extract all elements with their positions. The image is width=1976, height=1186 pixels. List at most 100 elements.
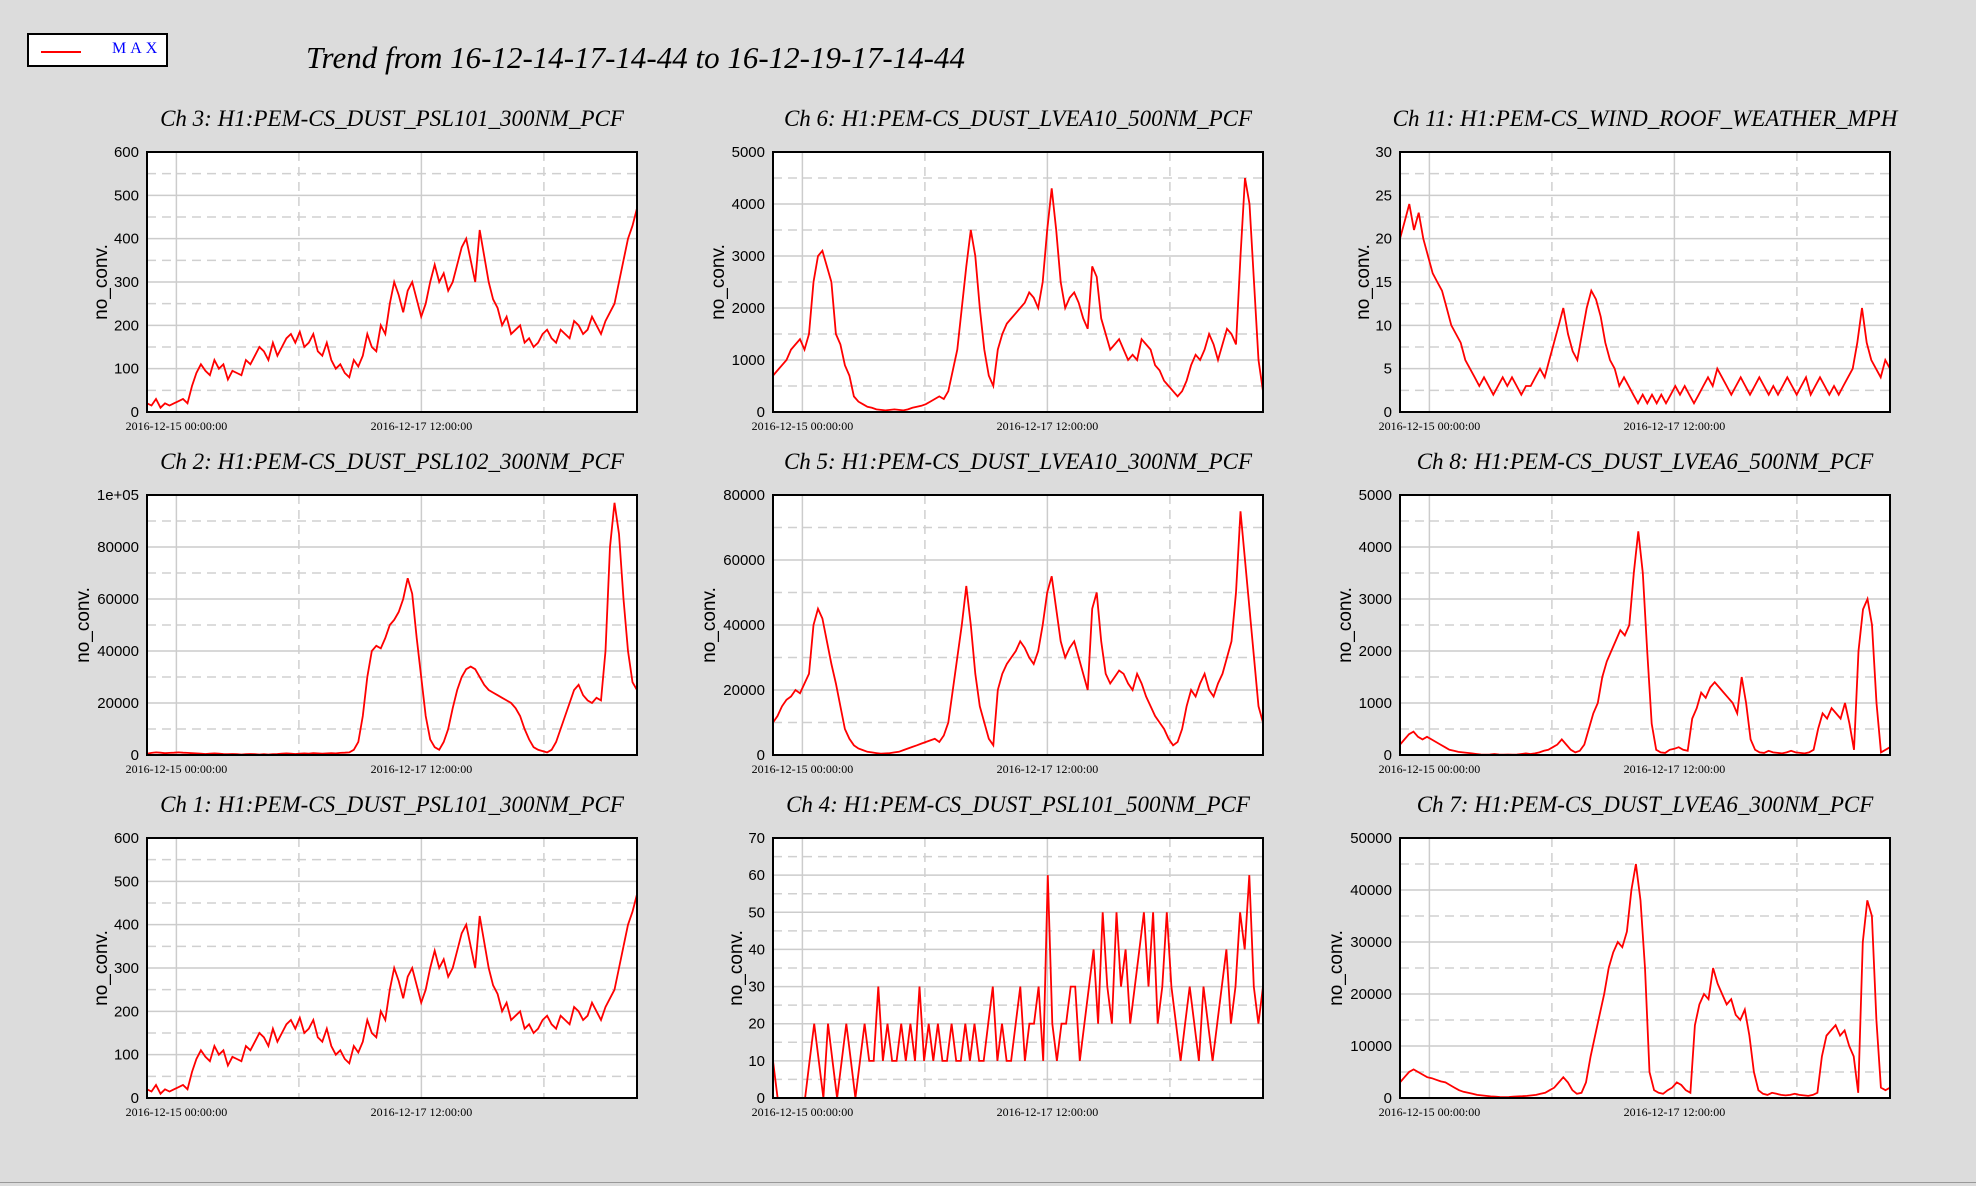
x-tick-label: 2016-12-15 00:00:00	[126, 1105, 228, 1119]
y-tick-label: 40000	[97, 643, 139, 660]
y-tick-label: 0	[131, 1090, 139, 1107]
chart-panel: 0 10000 20000 30000 40000 50000 2016-12-15 00:…	[1350, 830, 1891, 1119]
y-tick-label: 0	[131, 404, 139, 421]
legend-label: MAX	[112, 40, 162, 57]
x-tick-label: 2016-12-17 12:00:00	[371, 1105, 473, 1119]
y-tick-label: 1000	[732, 352, 765, 369]
y-tick-label: 300	[114, 960, 139, 977]
chart-panel: 0 20000 40000 60000 80000 1e+05 2016-12-15 00:…	[97, 487, 638, 776]
plot-frame	[1399, 837, 1891, 1099]
x-tick-label: 2016-12-17 12:00:00	[371, 762, 473, 776]
chart-panel: 0 5 10 15 20 25 30 2016-12-15 00:00:00 2016-12-1…	[1375, 144, 1891, 433]
chart-title: Ch 5: H1:PEM-CS_DUST_LVEA10_300NM_PCF	[783, 449, 1253, 474]
y-tick-label: 20000	[723, 682, 765, 699]
series-line	[146, 894, 638, 1096]
y-tick-label: 10	[748, 1053, 765, 1070]
chart-title: Ch 11: H1:PEM-CS_WIND_ROOF_WEATHER_MPH	[1392, 106, 1898, 131]
y-tick-label: 70	[748, 830, 765, 847]
y-tick-label: 1e+05	[97, 487, 139, 504]
series-line	[1399, 863, 1891, 1099]
y-tick-label: 60	[748, 867, 765, 884]
y-tick-label: 50000	[1350, 830, 1392, 847]
legend-swatch	[41, 51, 81, 53]
y-tick-label: 2000	[732, 300, 765, 317]
y-tick-label: 0	[1384, 404, 1392, 421]
y-tick-label: 200	[114, 317, 139, 334]
chart-title: Ch 4: H1:PEM-CS_DUST_PSL101_500NM_PCF	[786, 792, 1250, 817]
y-tick-label: 400	[114, 917, 139, 934]
y-tick-label: 4000	[1359, 539, 1392, 556]
y-tick-label: 80000	[723, 487, 765, 504]
y-tick-label: 0	[757, 404, 765, 421]
y-tick-label: 0	[757, 747, 765, 764]
y-tick-label: 40	[748, 941, 765, 958]
y-tick-label: 60000	[723, 552, 765, 569]
chart-panel: 0 20000 40000 60000 80000 2016-12-15 00:00:00…	[723, 487, 1264, 776]
chart-panel: 0 100 200 300 400 500 600 2016-12-15 00:00:00 20…	[114, 830, 638, 1119]
series-line	[772, 511, 1264, 755]
y-tick-label: 200	[114, 1003, 139, 1020]
y-tick-label: 500	[114, 187, 139, 204]
x-tick-label: 2016-12-15 00:00:00	[752, 762, 854, 776]
x-tick-label: 2016-12-17 12:00:00	[997, 762, 1099, 776]
y-tick-label: 3000	[732, 248, 765, 265]
series-line	[146, 208, 638, 410]
chart-title: Ch 2: H1:PEM-CS_DUST_PSL102_300NM_PCF	[160, 449, 624, 474]
y-tick-label: 0	[1384, 747, 1392, 764]
chart-title: Ch 6: H1:PEM-CS_DUST_LVEA10_500NM_PCF	[783, 106, 1253, 131]
x-tick-label: 2016-12-17 12:00:00	[1624, 419, 1726, 433]
chart-panel: 0 1000 2000 3000 4000 5000 2016-12-15 00:00:00…	[1359, 487, 1891, 776]
chart-title: Ch 1: H1:PEM-CS_DUST_PSL101_300NM_PCF	[160, 792, 624, 817]
x-tick-label: 2016-12-15 00:00:00	[1379, 419, 1481, 433]
y-tick-label: 300	[114, 274, 139, 291]
legend: MAX	[27, 33, 168, 67]
y-tick-label: 60000	[97, 591, 139, 608]
x-tick-label: 2016-12-15 00:00:00	[1379, 1105, 1481, 1119]
bottom-rule	[0, 1182, 1976, 1183]
chart-title: Ch 3: H1:PEM-CS_DUST_PSL101_300NM_PCF	[160, 106, 624, 131]
x-tick-label: 2016-12-15 00:00:00	[126, 419, 228, 433]
y-axis-label: no_conv.	[726, 930, 747, 1006]
plot-frame	[146, 151, 638, 413]
y-tick-label: 40000	[1350, 882, 1392, 899]
y-axis-label: no_conv.	[1326, 930, 1347, 1006]
x-tick-label: 2016-12-15 00:00:00	[1379, 762, 1481, 776]
plot-frame	[772, 494, 1264, 756]
page-title: Trend from 16-12-14-17-14-44 to 16-12-19…	[306, 40, 965, 75]
y-tick-label: 0	[1384, 1090, 1392, 1107]
y-tick-label: 80000	[97, 539, 139, 556]
y-axis-label: no_conv.	[1353, 244, 1374, 320]
y-tick-label: 3000	[1359, 591, 1392, 608]
y-tick-label: 30	[748, 979, 765, 996]
y-tick-label: 40000	[723, 617, 765, 634]
x-tick-label: 2016-12-17 12:00:00	[997, 1105, 1099, 1119]
y-tick-label: 100	[114, 1047, 139, 1064]
x-tick-label: 2016-12-15 00:00:00	[752, 419, 854, 433]
y-tick-label: 10000	[1350, 1038, 1392, 1055]
y-axis-label: no_conv.	[708, 244, 729, 320]
x-tick-label: 2016-12-17 12:00:00	[997, 419, 1099, 433]
y-tick-label: 0	[131, 747, 139, 764]
y-tick-label: 20000	[1350, 986, 1392, 1003]
y-tick-label: 0	[757, 1090, 765, 1107]
y-tick-label: 600	[114, 144, 139, 161]
y-tick-label: 30000	[1350, 934, 1392, 951]
x-tick-label: 2016-12-15 00:00:00	[752, 1105, 854, 1119]
plot-frame	[772, 837, 1264, 1099]
x-tick-label: 2016-12-15 00:00:00	[126, 762, 228, 776]
y-tick-label: 100	[114, 361, 139, 378]
y-tick-label: 5	[1384, 361, 1392, 378]
chart-title: Ch 8: H1:PEM-CS_DUST_LVEA6_500NM_PCF	[1416, 449, 1874, 474]
y-tick-label: 20	[1375, 231, 1392, 248]
y-tick-label: 10	[1375, 317, 1392, 334]
series-line	[1399, 203, 1891, 406]
y-axis-label: no_conv.	[73, 587, 94, 663]
chart-title: Ch 7: H1:PEM-CS_DUST_LVEA6_300NM_PCF	[1416, 792, 1874, 817]
plot-frame	[1399, 151, 1891, 413]
series-line	[772, 177, 1264, 412]
y-axis-label: no_conv.	[699, 587, 720, 663]
y-tick-label: 500	[114, 873, 139, 890]
y-tick-label: 20000	[97, 695, 139, 712]
y-tick-label: 20	[748, 1016, 765, 1033]
y-tick-label: 25	[1375, 187, 1392, 204]
